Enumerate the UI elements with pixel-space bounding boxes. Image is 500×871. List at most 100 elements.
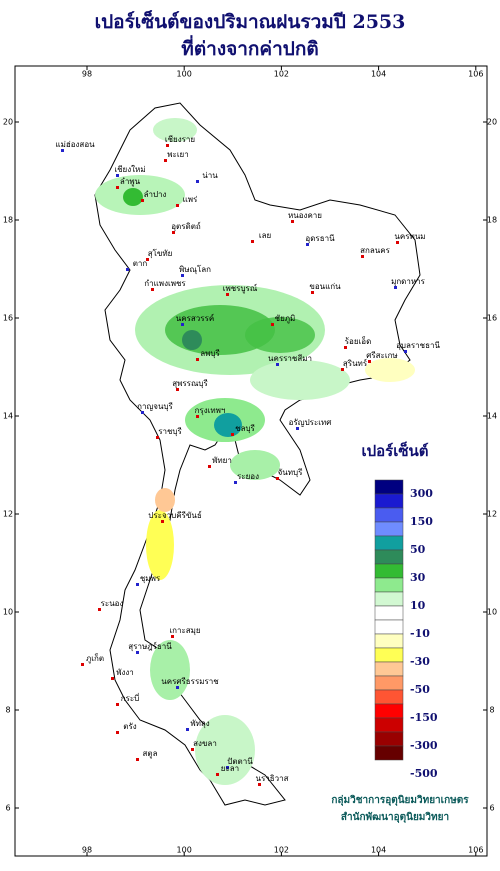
lon-label: 104 (371, 846, 386, 855)
ticks: 98 98 100 100 102 102 104 104 106 106 6 6 8 8 10 10 12 12… (3, 66, 497, 856)
rain-area (146, 510, 174, 580)
place-label: น่าน (202, 171, 218, 180)
rain-area (230, 450, 280, 480)
place-label: เชียงราย (165, 135, 195, 144)
lat-label: 12 (3, 510, 13, 519)
place-label: นครศรีธรรมราช (161, 677, 219, 686)
legend-label: 30 (410, 571, 426, 584)
place-label: พะเยา (167, 150, 188, 159)
station (216, 773, 219, 776)
lat-label: 20 (487, 118, 497, 127)
lat-label: 14 (3, 412, 13, 421)
station (161, 520, 164, 523)
station (396, 241, 399, 244)
lat-label: 18 (487, 216, 497, 225)
station (176, 388, 179, 391)
lat-label: 10 (487, 608, 497, 617)
lon-label: 106 (468, 70, 483, 79)
station (176, 686, 179, 689)
place-label: ลำพูน (120, 177, 141, 187)
place-label: อุตรดิตถ์ (171, 221, 201, 231)
lon-label: 100 (177, 70, 192, 79)
place-label: อุดรธานี (305, 234, 335, 243)
station (196, 180, 199, 183)
place-label: ขอนแก่น (309, 282, 341, 291)
station (251, 240, 254, 243)
legend-swatch (374, 689, 404, 705)
station (126, 268, 129, 271)
station (116, 186, 119, 189)
credit: กลุ่มวิชาการอุตุนิยมวิทยาเกษตร (331, 794, 469, 806)
station (98, 608, 101, 611)
station (271, 323, 274, 326)
lon-label: 98 (82, 846, 92, 855)
lon-label: 106 (468, 846, 483, 855)
lat-label: 18 (3, 216, 13, 225)
station (136, 758, 139, 761)
legend-label: -150 (410, 711, 438, 724)
place-label: ยะลา (221, 764, 239, 773)
lat-label: 10 (3, 608, 13, 617)
legend-label: 10 (410, 599, 426, 612)
place-label: ชลบุรี (235, 424, 255, 433)
lat-label: 20 (3, 118, 13, 127)
station (291, 220, 294, 223)
rain-area (250, 360, 350, 400)
legend-label: -50 (410, 683, 430, 696)
place-label: ศรีสะเกษ (366, 351, 397, 360)
legend-label: -30 (410, 655, 430, 668)
place-label: เชียงใหม่ (114, 165, 145, 174)
place-label: สุพรรณบุรี (172, 379, 208, 388)
place-label: ตาก (133, 259, 148, 268)
station (191, 748, 194, 751)
lat-label: 8 (5, 706, 10, 715)
legend-swatch (374, 605, 404, 621)
station (136, 583, 139, 586)
station (231, 433, 234, 436)
legend-swatch (374, 563, 404, 579)
place-label: พังงา (116, 668, 134, 677)
lon-label: 102 (274, 70, 289, 79)
place-label: สุโขทัย (148, 248, 173, 258)
legend-swatch (374, 591, 404, 607)
rain-area (123, 188, 143, 206)
place-label: สุราษฎร์ธานี (128, 641, 172, 651)
station (156, 436, 159, 439)
station (61, 149, 64, 152)
rain-area (150, 640, 190, 700)
place-label: นครราชสีมา (268, 354, 312, 363)
legend-swatch (374, 521, 404, 537)
station (226, 766, 229, 769)
station (311, 291, 314, 294)
place-label: พิษณุโลก (179, 264, 211, 274)
credit: สำนักพัฒนาอุตุนิยมวิทยา (341, 811, 449, 823)
station (226, 293, 229, 296)
station (296, 427, 299, 430)
legend-swatch (374, 703, 404, 719)
lat-label: 12 (487, 510, 497, 519)
place-label: สงขลา (193, 739, 217, 748)
station (151, 288, 154, 291)
station (164, 159, 167, 162)
lon-label: 104 (371, 70, 386, 79)
place-label: อุบลราชธานี (396, 341, 440, 350)
place-label: กำแพงเพชร (144, 279, 186, 288)
station (361, 255, 364, 258)
station (344, 346, 347, 349)
places: แม่ฮ่องสอน เชียงรายพะเยาเชียงใหม่ลำพูนลำป… (55, 135, 440, 786)
rain-area (365, 358, 415, 382)
legend-swatch (374, 493, 404, 509)
legend-label: -300 (410, 739, 438, 752)
place-label: ปัตตานี (227, 757, 253, 766)
station (196, 358, 199, 361)
legend-swatch (374, 661, 404, 677)
station (404, 350, 407, 353)
rain-area (214, 413, 242, 437)
station (181, 274, 184, 277)
place-label: สกลนคร (360, 246, 390, 255)
place-label: เลย (259, 231, 271, 240)
place-label: ลพบุรี (200, 349, 220, 358)
station (341, 368, 344, 371)
rain-area (182, 330, 202, 350)
